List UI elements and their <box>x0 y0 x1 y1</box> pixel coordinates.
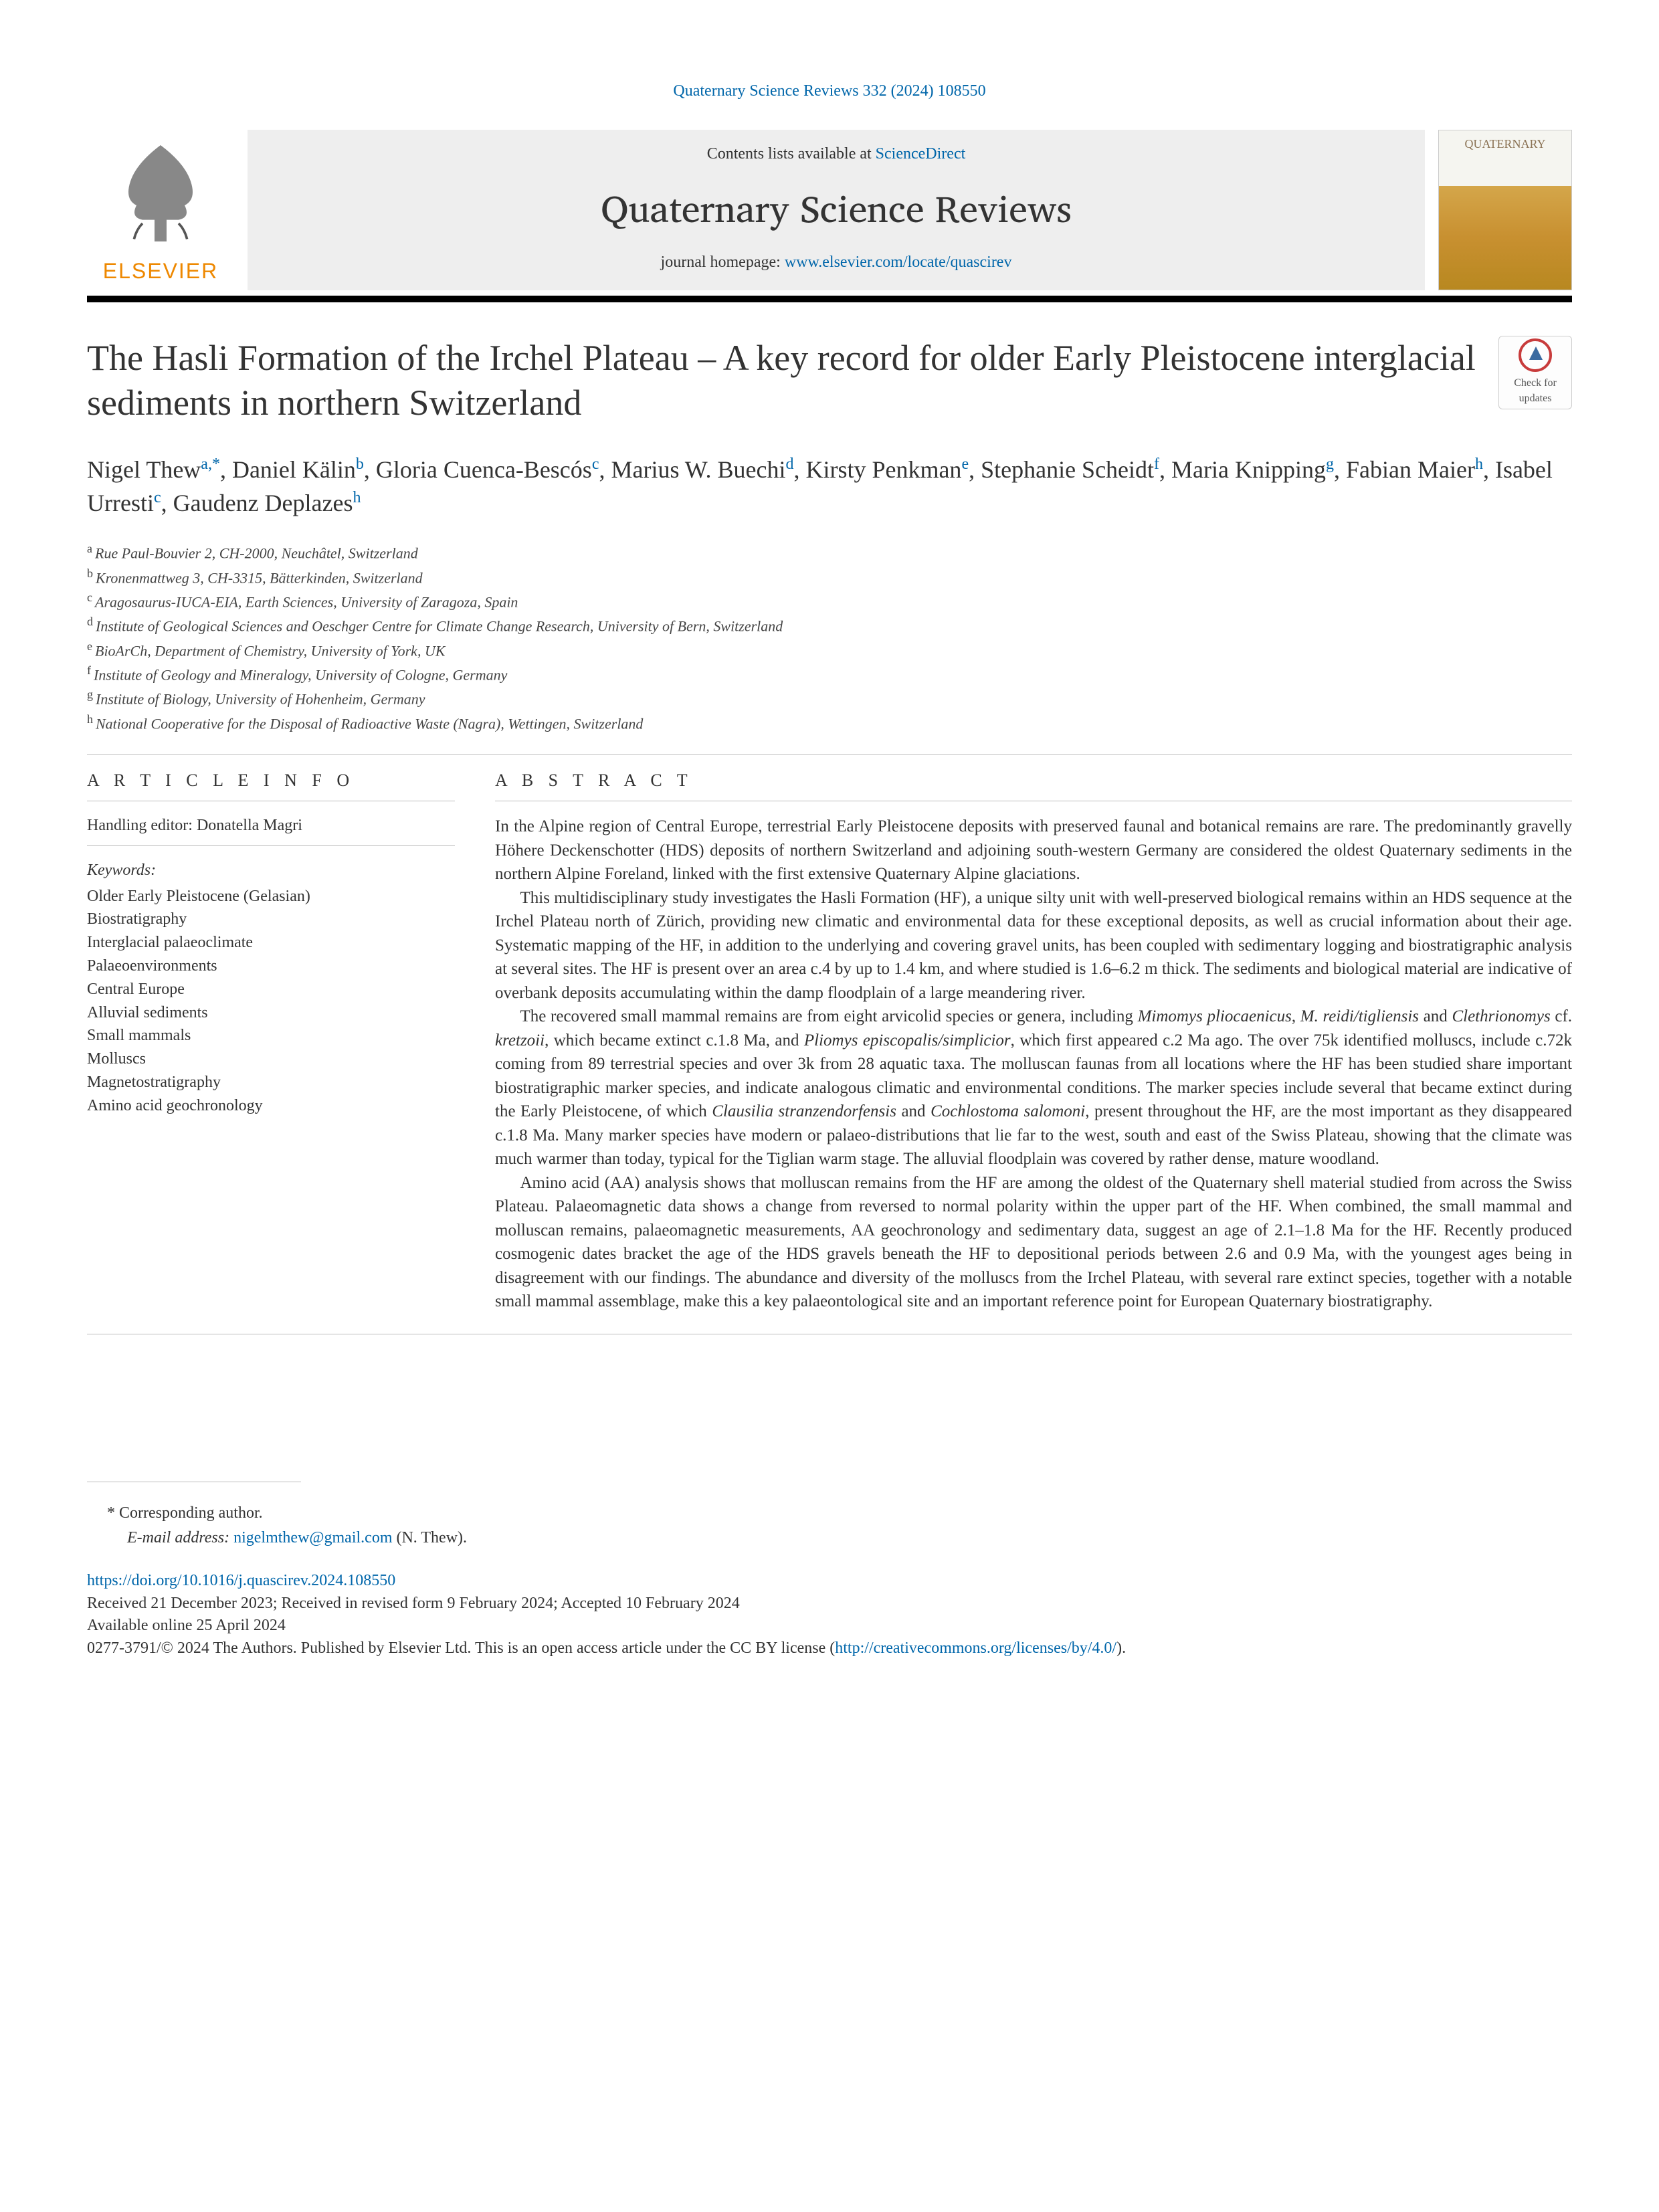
abstract-column: A B S T R A C T In the Alpine region of … <box>495 769 1572 1314</box>
dates-line: Received 21 December 2023; Received in r… <box>87 1593 1572 1615</box>
abstract-paragraph: This multidisciplinary study investigate… <box>495 886 1572 1005</box>
keyword-item: Older Early Pleistocene (Gelasian) <box>87 885 455 908</box>
keyword-item: Magnetostratigraphy <box>87 1071 455 1094</box>
affiliation-item: bKronenmattweg 3, CH-3315, Bätterkinden,… <box>87 565 1572 589</box>
affiliation-item: fInstitute of Geology and Mineralogy, Un… <box>87 662 1572 686</box>
homepage-prefix: journal homepage: <box>661 254 785 271</box>
copyright-suffix: ). <box>1116 1639 1126 1657</box>
keyword-item: Palaeoenvironments <box>87 954 455 978</box>
handling-editor-label: Handling editor: <box>87 817 197 834</box>
journal-homepage-link[interactable]: www.elsevier.com/locate/quascirev <box>785 254 1012 271</box>
copyright-prefix: 0277-3791/© 2024 The Authors. Published … <box>87 1639 835 1657</box>
info-abstract-row: A R T I C L E I N F O Handling editor: D… <box>87 769 1572 1314</box>
header-divider <box>87 296 1572 302</box>
affiliation-item: eBioArCh, Department of Chemistry, Unive… <box>87 637 1572 662</box>
keyword-item: Alluvial sediments <box>87 1001 455 1025</box>
email-line: E-mail address: nigelmthew@gmail.com (N.… <box>87 1527 1572 1550</box>
title-row: The Hasli Formation of the Irchel Platea… <box>87 336 1572 426</box>
journal-cover-thumbnail: QUATERNARY <box>1438 130 1572 290</box>
keyword-item: Interglacial palaeoclimate <box>87 931 455 954</box>
handling-editor-name: Donatella Magri <box>197 817 302 834</box>
contents-prefix: Contents lists available at <box>707 145 876 163</box>
header-center: Contents lists available at ScienceDirec… <box>248 130 1425 290</box>
affiliation-item: gInstitute of Biology, University of Hoh… <box>87 686 1572 710</box>
elsevier-logo: ELSEVIER <box>87 130 234 290</box>
divider <box>87 845 455 846</box>
affiliation-item: aRue Paul-Bouvier 2, CH-2000, Neuchâtel,… <box>87 540 1572 564</box>
abstract-paragraph: The recovered small mammal remains are f… <box>495 1005 1572 1171</box>
cover-image <box>1439 186 1571 290</box>
abstract-paragraph: Amino acid (AA) analysis shows that moll… <box>495 1171 1572 1314</box>
keyword-item: Molluscs <box>87 1047 455 1071</box>
contents-line: Contents lists available at ScienceDirec… <box>261 143 1411 166</box>
check-updates-label: Check for updates <box>1499 376 1571 406</box>
copyright-line: 0277-3791/© 2024 The Authors. Published … <box>87 1637 1572 1660</box>
authors-list: Nigel Thewa,*, Daniel Kälinb, Gloria Cue… <box>87 453 1572 520</box>
available-online-line: Available online 25 April 2024 <box>87 1615 1572 1637</box>
abstract-body: In the Alpine region of Central Europe, … <box>495 815 1572 1314</box>
top-citation: Quaternary Science Reviews 332 (2024) 10… <box>87 80 1572 103</box>
affiliation-item: hNational Cooperative for the Disposal o… <box>87 710 1572 734</box>
article-info-column: A R T I C L E I N F O Handling editor: D… <box>87 769 455 1314</box>
crossmark-icon <box>1519 338 1552 372</box>
elsevier-tree-icon <box>100 133 221 254</box>
cc-license-link[interactable]: http://creativecommons.org/licenses/by/4… <box>835 1639 1116 1657</box>
handling-editor: Handling editor: Donatella Magri <box>87 815 455 837</box>
corresponding-author: * Corresponding author. <box>87 1502 1572 1525</box>
keyword-item: Central Europe <box>87 978 455 1001</box>
publisher-name: ELSEVIER <box>103 256 219 286</box>
article-info-heading: A R T I C L E I N F O <box>87 769 455 793</box>
footer: * Corresponding author. E-mail address: … <box>87 1482 1572 1660</box>
abstract-paragraph: In the Alpine region of Central Europe, … <box>495 815 1572 886</box>
check-updates-badge[interactable]: Check for updates <box>1498 336 1572 409</box>
abstract-heading: A B S T R A C T <box>495 769 1572 793</box>
article-title: The Hasli Formation of the Irchel Platea… <box>87 336 1478 426</box>
affiliation-item: cAragosaurus-IUCA-EIA, Earth Sciences, U… <box>87 589 1572 613</box>
affiliations-list: aRue Paul-Bouvier 2, CH-2000, Neuchâtel,… <box>87 540 1572 734</box>
keyword-item: Small mammals <box>87 1024 455 1047</box>
keyword-item: Biostratigraphy <box>87 908 455 931</box>
journal-name: Quaternary Science Reviews <box>261 182 1411 234</box>
keywords-label: Keywords: <box>87 860 455 882</box>
email-label: E-mail address: <box>127 1529 233 1546</box>
homepage-line: journal homepage: www.elsevier.com/locat… <box>261 252 1411 274</box>
header-band: ELSEVIER Contents lists available at Sci… <box>87 130 1572 290</box>
doi-link[interactable]: https://doi.org/10.1016/j.quascirev.2024… <box>87 1570 1572 1593</box>
cover-title: QUATERNARY <box>1439 130 1571 186</box>
keywords-list: Older Early Pleistocene (Gelasian)Biostr… <box>87 885 455 1118</box>
corresponding-email-link[interactable]: nigelmthew@gmail.com <box>233 1529 392 1546</box>
keyword-item: Amino acid geochronology <box>87 1094 455 1118</box>
affiliation-item: dInstitute of Geological Sciences and Oe… <box>87 613 1572 637</box>
sciencedirect-link[interactable]: ScienceDirect <box>876 145 966 163</box>
email-suffix: (N. Thew). <box>392 1529 467 1546</box>
